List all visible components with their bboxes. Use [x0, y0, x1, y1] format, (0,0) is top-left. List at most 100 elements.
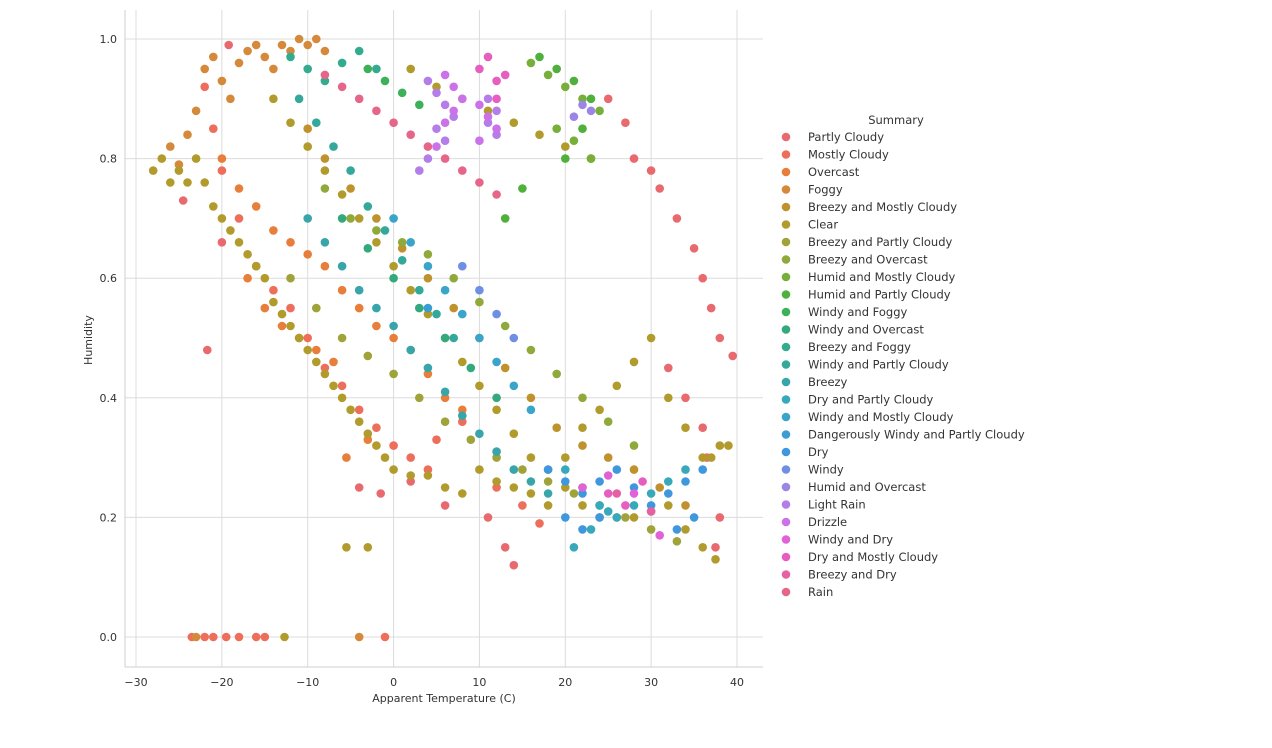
legend-marker	[781, 272, 791, 282]
data-point	[552, 423, 561, 433]
data-point	[578, 100, 587, 110]
data-point	[337, 381, 347, 391]
legend-label: Dry and Partly Cloudy	[808, 393, 934, 407]
data-point	[595, 106, 604, 116]
y-tick-label: 0.0	[100, 631, 118, 644]
data-point	[646, 489, 656, 498]
data-point	[603, 471, 613, 480]
data-point	[492, 190, 501, 199]
x-tick-label: 0	[390, 676, 397, 689]
data-point	[543, 70, 553, 80]
data-point	[603, 417, 613, 427]
legend-title: Summary	[868, 113, 924, 127]
data-point	[260, 303, 270, 313]
data-point	[698, 273, 707, 283]
data-point	[277, 321, 287, 331]
data-point	[221, 632, 231, 642]
data-point	[320, 363, 330, 373]
legend-marker	[781, 342, 791, 352]
data-point	[578, 483, 587, 492]
data-point	[406, 238, 416, 247]
data-point	[376, 489, 386, 498]
data-point	[664, 363, 673, 373]
legend-label: Dry	[808, 445, 829, 459]
data-point	[569, 543, 579, 552]
legend-label: Humid and Partly Cloudy	[808, 288, 951, 302]
data-point	[629, 441, 639, 450]
legend-label: Drizzle	[808, 515, 847, 529]
data-point	[578, 94, 587, 104]
data-point	[492, 124, 501, 133]
data-point	[621, 513, 630, 522]
data-point	[200, 632, 209, 642]
data-point	[578, 489, 587, 498]
data-point	[294, 34, 304, 44]
data-point	[458, 261, 467, 271]
data-point	[234, 214, 244, 223]
data-point	[363, 429, 373, 439]
data-point	[243, 46, 252, 56]
legend-marker	[781, 290, 791, 299]
data-point	[372, 64, 381, 74]
data-point	[389, 441, 398, 450]
data-point	[492, 76, 501, 86]
data-point	[526, 345, 536, 355]
data-point	[440, 387, 450, 397]
legend-marker	[781, 430, 791, 439]
data-point	[269, 94, 278, 104]
data-point	[664, 489, 673, 498]
data-point	[337, 58, 347, 68]
data-point	[552, 369, 561, 379]
data-point	[458, 411, 467, 421]
data-point	[595, 477, 604, 486]
data-point	[561, 154, 570, 163]
legend-label: Windy and Overcast	[808, 323, 924, 337]
data-point	[200, 82, 209, 92]
data-points	[148, 34, 737, 642]
data-point	[475, 136, 484, 145]
data-point	[483, 106, 493, 116]
data-point	[209, 632, 218, 642]
data-point	[346, 405, 355, 415]
data-point	[569, 112, 579, 121]
data-point	[243, 273, 252, 283]
data-point	[500, 214, 510, 223]
x-tick-label: −20	[210, 676, 233, 689]
data-point	[320, 70, 330, 80]
data-point	[312, 118, 321, 127]
x-tick-label: 20	[558, 676, 572, 689]
data-point	[329, 381, 338, 391]
data-point	[337, 214, 347, 223]
y-axis-title: Humidity	[82, 315, 95, 365]
data-point	[561, 142, 570, 151]
data-point	[535, 519, 544, 528]
data-point	[509, 560, 519, 570]
data-point	[380, 453, 390, 462]
data-point	[303, 40, 313, 50]
data-point	[329, 357, 338, 367]
data-point	[603, 489, 613, 498]
data-point	[423, 471, 433, 480]
data-point	[251, 261, 261, 271]
legend-label: Windy	[808, 463, 844, 477]
data-point	[569, 76, 579, 86]
data-point	[664, 393, 673, 403]
y-tick-label: 0.4	[100, 392, 118, 405]
data-point	[389, 214, 398, 223]
data-point	[561, 483, 570, 492]
data-point	[372, 321, 381, 331]
data-point	[612, 489, 622, 498]
data-point	[655, 184, 664, 193]
data-point	[466, 435, 476, 445]
data-point	[492, 483, 501, 492]
data-point	[320, 261, 330, 271]
legend-marker	[781, 255, 791, 264]
data-point	[440, 501, 450, 510]
data-point	[483, 112, 493, 121]
data-point	[621, 501, 630, 510]
data-point	[354, 417, 364, 427]
data-point	[354, 632, 364, 642]
data-point	[711, 543, 720, 552]
data-point	[217, 166, 227, 175]
data-point	[397, 238, 407, 247]
